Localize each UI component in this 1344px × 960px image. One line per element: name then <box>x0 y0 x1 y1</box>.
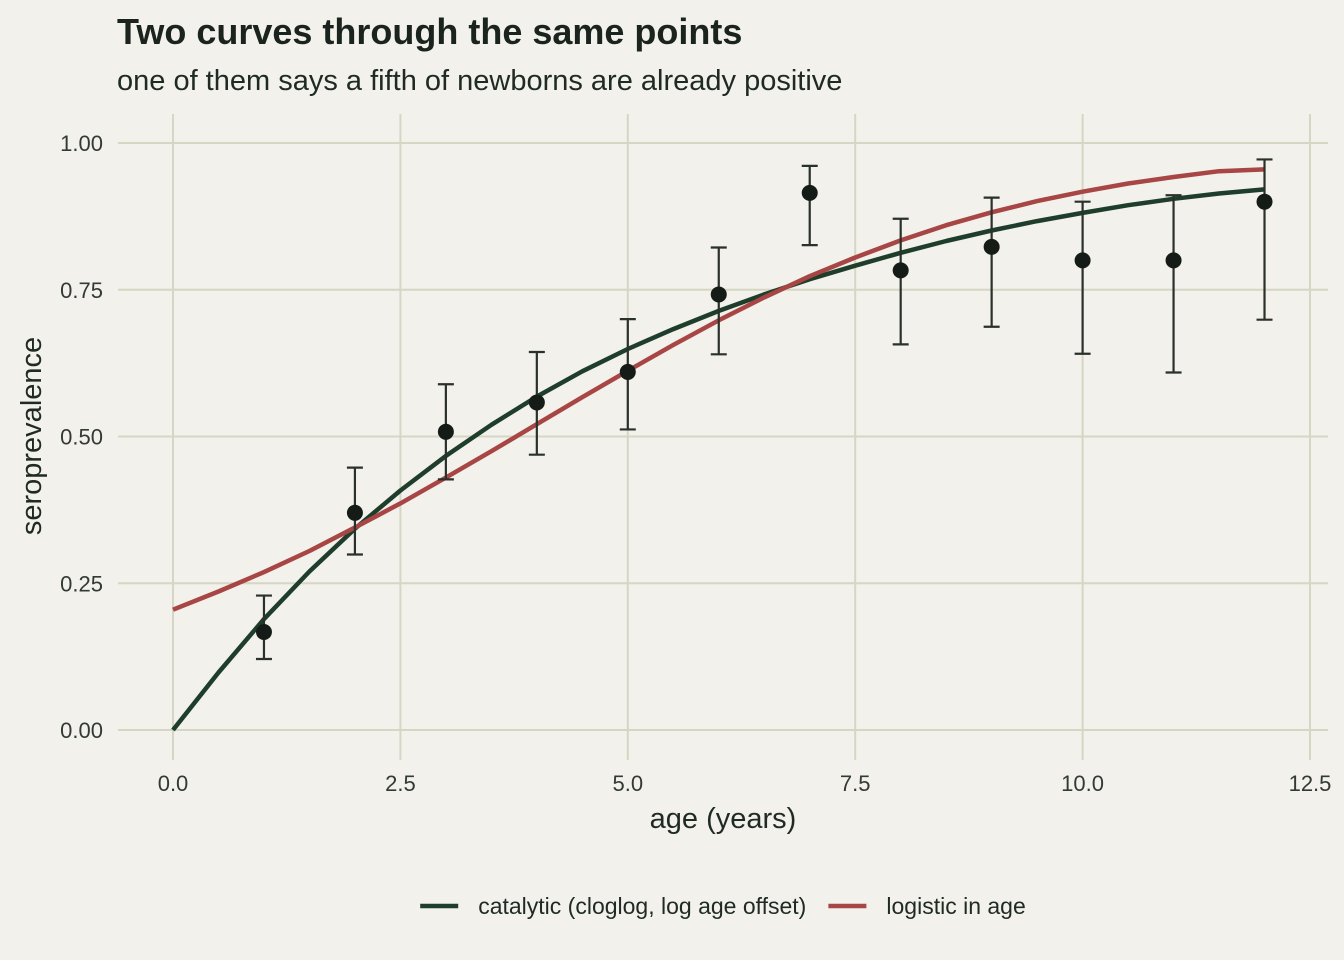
legend-item: logistic in age <box>828 893 1026 919</box>
data-points <box>255 184 1273 640</box>
x-tick-label: 2.5 <box>385 771 416 796</box>
y-tick-label: 0.75 <box>60 278 103 303</box>
x-tick-label: 0.0 <box>158 771 189 796</box>
error-bar <box>1165 194 1182 374</box>
data-point <box>528 394 545 411</box>
legend-label: catalytic (cloglog, log age offset) <box>478 893 806 919</box>
data-point <box>346 504 363 521</box>
grid <box>118 114 1328 760</box>
y-tick-label: 1.00 <box>60 131 103 156</box>
data-point <box>1165 252 1182 269</box>
error-bar <box>1256 158 1273 321</box>
x-tick-label: 5.0 <box>613 771 644 796</box>
x-tick-label: 7.5 <box>840 771 871 796</box>
chart-subtitle: one of them says a fifth of newborns are… <box>117 65 842 97</box>
x-axis-title: age (years) <box>650 803 797 835</box>
data-point <box>1256 193 1273 210</box>
y-axis-title: seroprevalence <box>16 337 48 535</box>
data-point <box>619 363 636 380</box>
data-point <box>983 238 1000 255</box>
error-bar <box>892 217 909 346</box>
error-bar <box>983 196 1000 328</box>
error-bar <box>801 164 818 247</box>
legend: catalytic (cloglog, log age offset) logis… <box>420 893 1026 919</box>
x-axis-ticks: 0.0 2.5 5.0 7.5 10.0 12.5 <box>158 771 1332 796</box>
legend-item: catalytic (cloglog, log age offset) <box>420 893 806 919</box>
data-point <box>892 262 909 279</box>
data-point <box>1074 252 1091 269</box>
data-point <box>255 623 272 640</box>
y-tick-label: 0.00 <box>60 718 103 743</box>
chart-title: Two curves through the same points <box>117 11 742 52</box>
data-point <box>437 423 454 440</box>
x-tick-label: 12.5 <box>1289 771 1332 796</box>
y-axis-ticks: 0.00 0.25 0.50 0.75 1.00 <box>60 131 103 743</box>
x-tick-label: 10.0 <box>1061 771 1104 796</box>
error-bar <box>1074 200 1091 355</box>
data-point <box>710 286 727 303</box>
legend-label: logistic in age <box>886 893 1025 919</box>
y-tick-label: 0.25 <box>60 571 103 596</box>
data-point <box>801 184 818 201</box>
y-tick-label: 0.50 <box>60 425 103 450</box>
